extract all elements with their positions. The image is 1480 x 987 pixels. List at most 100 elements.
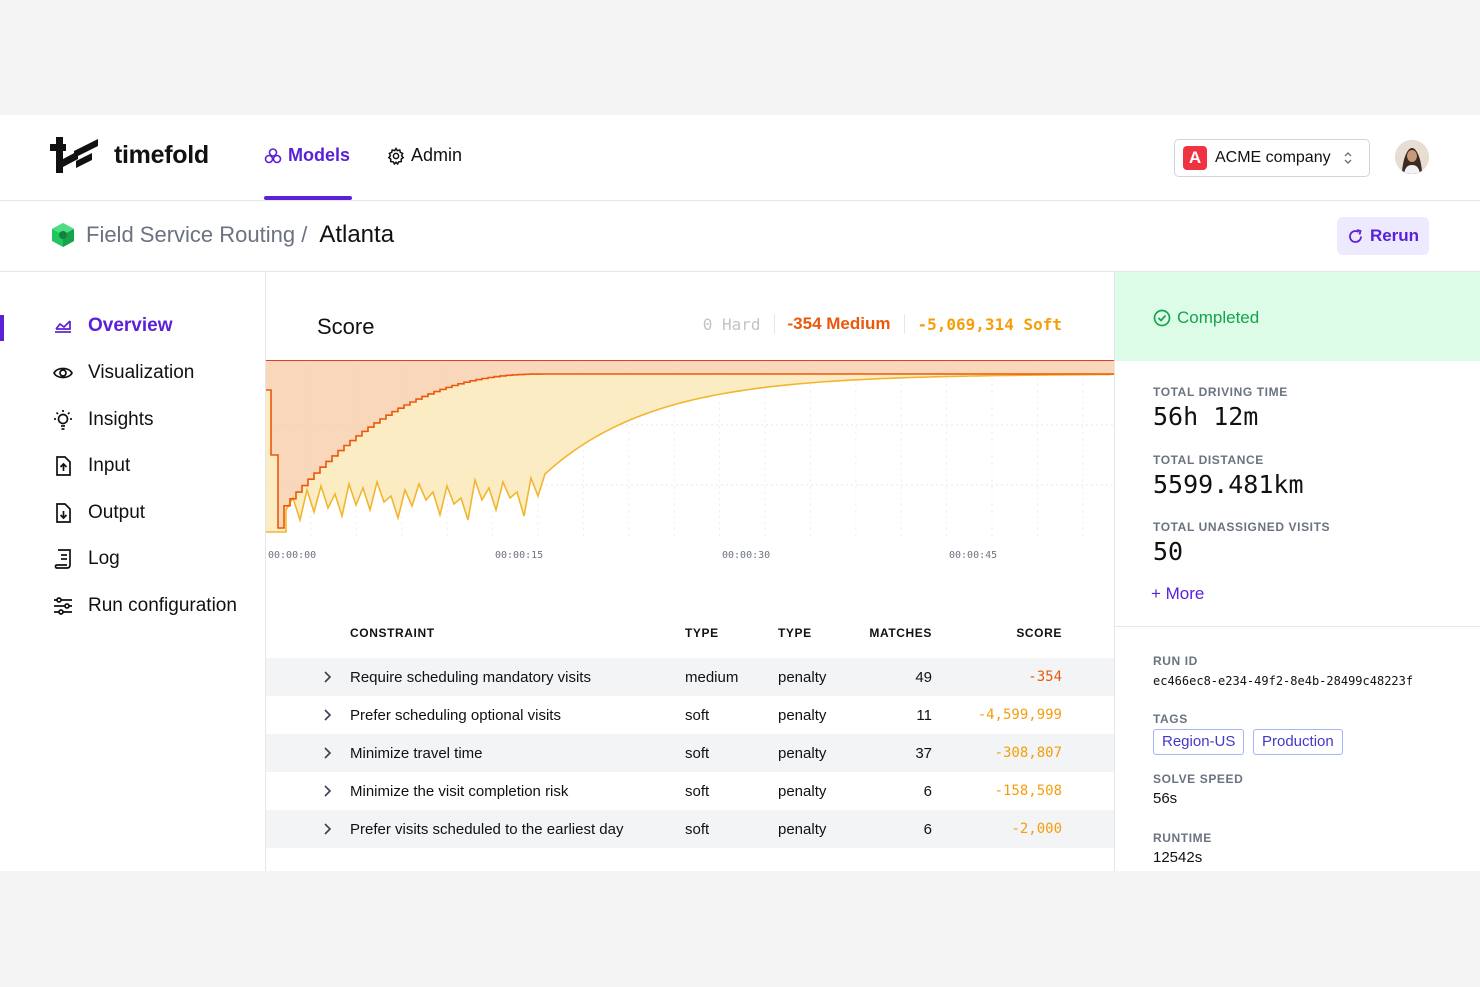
table-row[interactable]: Prefer visits scheduled to the earliest …	[266, 810, 1114, 848]
chart-series-medium-line	[266, 373, 1114, 529]
row-matches: 6	[923, 783, 932, 800]
user-avatar-icon	[1395, 140, 1429, 174]
breadcrumb: Field Service Routing / Atlanta	[50, 221, 394, 249]
model-cube-icon	[52, 223, 74, 247]
row-type2: penalty	[778, 783, 827, 800]
panel-divider	[1115, 626, 1480, 627]
rerun-label: Rerun	[1369, 226, 1420, 245]
score-separator	[903, 314, 905, 334]
sidebar-item-label: Insights	[88, 409, 154, 430]
sidebar-item-overview[interactable]: Overview	[52, 315, 173, 337]
solve-speed-label: SOLVE SPEED	[1153, 772, 1244, 786]
row-score: -4,599,999	[977, 707, 1062, 723]
brand-name: timefold	[114, 140, 209, 169]
sidebar-item-input[interactable]: Input	[52, 455, 130, 477]
chevron-updown-icon	[1344, 152, 1352, 164]
breadcrumb-parent[interactable]: Field Service Routing /	[86, 222, 308, 247]
table-row[interactable]: Require scheduling mandatory visits medi…	[266, 658, 1114, 696]
chart-series-soft-area	[266, 374, 1114, 532]
stat-value-unassigned: 50	[1153, 537, 1184, 566]
table-header-score[interactable]: SCORE	[1016, 626, 1062, 640]
stat-value-driving-time: 56h 12m	[1153, 402, 1259, 431]
row-score: -158,508	[994, 783, 1062, 799]
chart-x-ticks: 00:00:00 00:00:15 00:00:30 00:00:45	[268, 550, 997, 561]
row-score: -2,000	[1011, 821, 1062, 837]
table-row[interactable]: Minimize the visit completion risk soft …	[266, 772, 1114, 810]
sidebar-item-label: Overview	[88, 315, 173, 336]
row-matches: 37	[915, 745, 932, 762]
chevron-right-icon[interactable]	[321, 669, 333, 685]
score-title: Score	[317, 314, 375, 339]
overview-icon	[55, 320, 71, 333]
sidebar-item-insights[interactable]: Insights	[52, 409, 153, 431]
row-score: -354	[1028, 669, 1062, 685]
nav-tab-admin-label: Admin	[411, 145, 463, 165]
company-name: ACME company	[1215, 149, 1331, 166]
row-type: soft	[685, 745, 710, 762]
tags-label: TAGS	[1153, 712, 1188, 726]
rerun-button[interactable]: Rerun	[1337, 217, 1429, 255]
score-soft: -5,069,314 Soft	[917, 314, 1063, 334]
row-type: soft	[685, 707, 710, 724]
sidebar-active-indicator	[0, 315, 4, 341]
table-header-type[interactable]: TYPE	[685, 626, 719, 640]
sidebar-item-output[interactable]: Output	[52, 502, 145, 524]
file-upload-icon	[56, 456, 71, 476]
sidebar-item-label: Run configuration	[88, 595, 237, 616]
nav-tab-models[interactable]: Models	[264, 145, 350, 166]
row-matches: 6	[923, 821, 932, 838]
sidebar-item-run-configuration[interactable]: Run configuration	[52, 595, 237, 617]
gear-icon	[387, 146, 405, 165]
table-header-constraint[interactable]: CONSTRAINT	[350, 626, 435, 640]
table-header-type2[interactable]: TYPE	[778, 626, 812, 640]
user-avatar[interactable]	[1395, 140, 1429, 174]
lightbulb-icon	[54, 410, 72, 430]
sliders-icon	[54, 597, 72, 615]
nav-active-indicator	[264, 196, 352, 200]
tag-production[interactable]: Production	[1253, 729, 1343, 755]
table-header-matches[interactable]: MATCHES	[869, 626, 932, 640]
file-download-icon	[56, 503, 71, 523]
row-type: soft	[685, 821, 710, 838]
brand-logo[interactable]: timefold	[50, 137, 209, 173]
refresh-icon	[1349, 228, 1362, 243]
sidebar-item-visualization[interactable]: Visualization	[52, 362, 194, 384]
chart-x-tick-label: 00:00:00	[268, 550, 316, 561]
sidebar-item-label: Input	[88, 455, 131, 476]
row-constraint-name: Minimize travel time	[350, 745, 483, 762]
score-medium: -354 Medium	[787, 314, 891, 333]
top-navigation-bar: timefold Models Admin A ACME company	[0, 115, 1480, 201]
score-chart[interactable]: 00:00:00 00:00:15 00:00:30 00:00:45	[266, 360, 1114, 570]
runtime-label: RUNTIME	[1153, 831, 1212, 845]
chart-series-medium-area	[266, 360, 1114, 528]
sidebar-item-label: Log	[88, 548, 120, 569]
runtime-value: 12542s	[1153, 849, 1203, 866]
breadcrumb-bar: Field Service Routing / Atlanta Rerun	[0, 201, 1480, 272]
tag-region-us[interactable]: Region-US	[1153, 729, 1245, 755]
run-id-value[interactable]: ec466ec8-e234-49f2-8e4b-28499c48223f	[1153, 674, 1414, 688]
row-type2: penalty	[778, 745, 827, 762]
chevron-right-icon[interactable]	[321, 821, 333, 837]
chevron-right-icon[interactable]	[321, 707, 333, 723]
table-row[interactable]: Minimize travel time soft penalty 37 -30…	[266, 734, 1114, 772]
row-constraint-name: Minimize the visit completion risk	[350, 783, 569, 800]
row-type2: penalty	[778, 821, 827, 838]
chevron-right-icon[interactable]	[321, 745, 333, 761]
sidebar-item-log[interactable]: Log	[52, 548, 120, 570]
row-constraint-name: Prefer scheduling optional visits	[350, 707, 561, 724]
stat-label-unassigned: TOTAL UNASSIGNED VISITS	[1153, 520, 1331, 534]
stat-value-distance: 5599.481km	[1153, 470, 1304, 499]
sidebar-item-label: Output	[88, 502, 146, 523]
stat-label-distance: TOTAL DISTANCE	[1153, 453, 1264, 467]
row-type2: penalty	[778, 707, 827, 724]
company-selector[interactable]: A ACME company	[1174, 139, 1370, 177]
eye-icon	[53, 367, 73, 379]
row-type2: penalty	[778, 669, 827, 686]
stat-label-driving-time: TOTAL DRIVING TIME	[1153, 385, 1288, 399]
more-stats-link[interactable]: + More	[1151, 584, 1205, 603]
app-window: timefold Models Admin A ACME company	[0, 115, 1480, 871]
nav-tab-admin[interactable]: Admin	[387, 145, 462, 166]
chevron-right-icon[interactable]	[321, 783, 333, 799]
company-logo-badge: A	[1183, 146, 1207, 170]
table-row[interactable]: Prefer scheduling optional visits soft p…	[266, 696, 1114, 734]
